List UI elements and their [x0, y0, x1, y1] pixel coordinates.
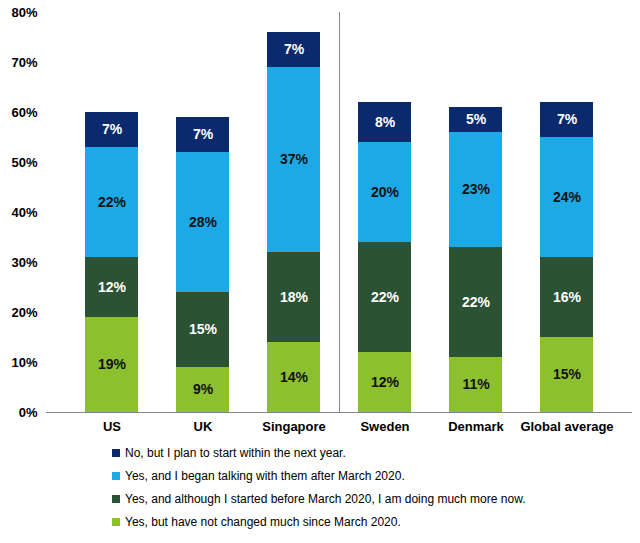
- svg-text:15%: 15%: [553, 366, 582, 382]
- svg-text:28%: 28%: [189, 214, 218, 230]
- svg-text:37%: 37%: [280, 151, 309, 167]
- svg-text:Denmark: Denmark: [448, 419, 504, 434]
- svg-text:20%: 20%: [371, 184, 400, 200]
- html-text:Yes, and although I started be: Yes, and although I started before March…: [125, 492, 526, 506]
- svg-text:80%: 80%: [11, 5, 37, 20]
- svg-text:20%: 20%: [11, 305, 37, 320]
- svg-text:60%: 60%: [11, 105, 37, 120]
- html-text:No, but I plan to start within: No, but I plan to start within the next …: [125, 446, 346, 460]
- svg-text:15%: 15%: [189, 321, 218, 337]
- svg-text:16%: 16%: [553, 289, 582, 305]
- svg-text:30%: 30%: [11, 255, 37, 270]
- svg-text:14%: 14%: [280, 369, 309, 385]
- svg-text:7%: 7%: [193, 126, 214, 142]
- svg-text:8%: 8%: [375, 114, 396, 130]
- svg-text:19%: 19%: [98, 356, 127, 372]
- html-text:Yes, and I began talking with: Yes, and I began talking with them after…: [125, 469, 405, 483]
- svg-text:7%: 7%: [284, 41, 305, 57]
- svg-text:18%: 18%: [280, 289, 309, 305]
- svg-text:Sweden: Sweden: [360, 419, 409, 434]
- svg-text:7%: 7%: [102, 121, 123, 137]
- svg-text:10%: 10%: [11, 355, 37, 370]
- svg-text:7%: 7%: [557, 111, 578, 127]
- svg-text:Global average: Global average: [520, 419, 613, 434]
- svg-text:70%: 70%: [11, 55, 37, 70]
- svg-text:24%: 24%: [553, 189, 582, 205]
- html-text:Yes, but have not changed much: Yes, but have not changed much since Mar…: [125, 515, 401, 529]
- svg-text:22%: 22%: [462, 294, 491, 310]
- svg-text:12%: 12%: [371, 374, 400, 390]
- svg-text:US: US: [103, 419, 121, 434]
- svg-text:9%: 9%: [193, 381, 214, 397]
- svg-text:50%: 50%: [11, 155, 37, 170]
- svg-text:5%: 5%: [466, 111, 487, 127]
- svg-text:UK: UK: [194, 419, 213, 434]
- svg-text:22%: 22%: [371, 289, 400, 305]
- svg-text:23%: 23%: [462, 181, 491, 197]
- svg-text:0%: 0%: [19, 405, 38, 420]
- svg-text:12%: 12%: [98, 279, 127, 295]
- svg-text:11%: 11%: [462, 376, 490, 392]
- svg-text:40%: 40%: [11, 205, 37, 220]
- svg-text:22%: 22%: [98, 194, 127, 210]
- svg-text:Singapore: Singapore: [262, 419, 326, 434]
